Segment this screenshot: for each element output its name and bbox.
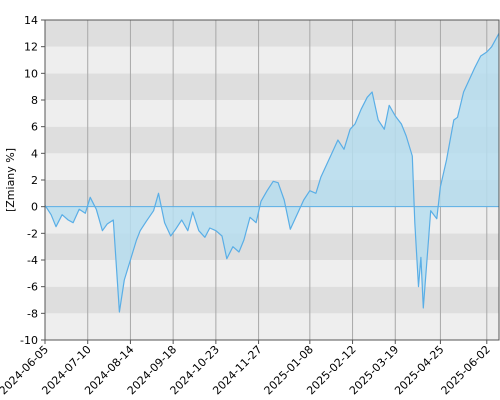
- background-band: [45, 286, 499, 314]
- y-tick-label: -2: [27, 227, 38, 240]
- y-tick-label: 8: [31, 94, 38, 107]
- area-fill: [45, 33, 499, 313]
- y-axis-ticks: -10 -8 -6 -4 -2 0 2 4 6 8 10 12 14: [20, 14, 45, 347]
- background-band: [45, 73, 499, 100]
- background-band: [45, 46, 499, 74]
- background-bands: [45, 20, 499, 340]
- y-tick-label: -8: [27, 307, 38, 320]
- x-tick-label: 2025-06-02: [439, 343, 493, 397]
- y-tick-label: 4: [31, 147, 38, 160]
- background-band: [45, 153, 499, 180]
- x-axis-ticks: 2024-06-052024-07-102024-08-142024-09-18…: [0, 340, 493, 397]
- y-tick-label: 2: [31, 174, 38, 187]
- y-tick-label: 12: [24, 41, 38, 54]
- y-axis-label: [Zmiany %]: [4, 148, 17, 212]
- background-band: [45, 126, 499, 154]
- background-band: [45, 20, 499, 47]
- y-tick-label: 0: [31, 201, 38, 214]
- series-line: [44, 33, 500, 313]
- y-tick-label: 10: [24, 67, 38, 80]
- y-tick-label: -6: [27, 281, 38, 294]
- background-band: [45, 260, 499, 287]
- y-tick-label: -10: [20, 334, 38, 347]
- y-tick-label: 14: [24, 14, 38, 27]
- background-band: [45, 233, 499, 260]
- y-tick-label: 6: [31, 121, 38, 134]
- background-band: [45, 100, 499, 127]
- background-band: [45, 313, 499, 340]
- y-tick-label: -4: [27, 254, 38, 267]
